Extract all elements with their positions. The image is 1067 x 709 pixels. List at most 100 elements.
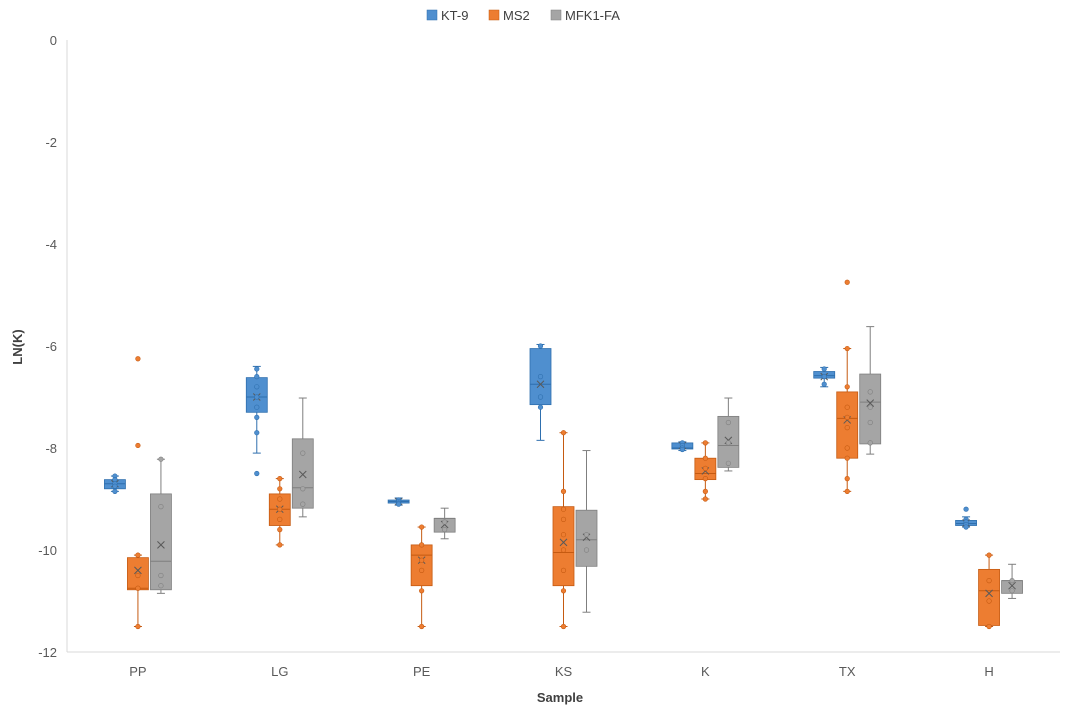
- data-point: [419, 524, 425, 530]
- data-point: [1009, 577, 1015, 584]
- data-point: [844, 488, 850, 494]
- data-point: [702, 465, 708, 472]
- data-point: [963, 506, 969, 512]
- data-point: [702, 455, 708, 461]
- box-ms2-ks: [552, 430, 575, 630]
- y-axis-title: LN(K): [10, 329, 25, 364]
- mean-marker: [536, 380, 545, 389]
- mean-marker: [866, 399, 875, 407]
- data-point: [702, 496, 708, 502]
- legend-swatch: [550, 9, 562, 21]
- data-point: [986, 577, 992, 584]
- mean-marker: [134, 566, 142, 575]
- data-point: [844, 425, 850, 431]
- box-kt-9-lg: [245, 365, 268, 477]
- box-mfk1-fa-pe: [433, 507, 456, 540]
- data-point: [254, 366, 260, 372]
- data-point: [821, 374, 827, 380]
- data-point: [277, 486, 283, 492]
- data-point: [986, 552, 992, 558]
- data-point: [963, 524, 969, 530]
- data-point: [277, 506, 283, 512]
- data-point: [702, 476, 708, 482]
- data-point: [158, 572, 164, 579]
- legend-item-ms2: MS2: [488, 8, 530, 23]
- data-point: [821, 381, 827, 387]
- data-point: [254, 414, 260, 421]
- data-point: [583, 532, 590, 538]
- data-point: [300, 450, 306, 456]
- data-point: [844, 384, 850, 390]
- data-point: [560, 532, 567, 538]
- data-point: [277, 476, 283, 482]
- y-tick-label: -2: [45, 135, 57, 150]
- data-point: [300, 486, 306, 492]
- data-point: [1009, 588, 1015, 594]
- data-point: [844, 455, 850, 461]
- x-tick-label: TX: [839, 664, 856, 679]
- box-kt-9-h: [955, 506, 977, 530]
- data-point: [112, 483, 118, 489]
- data-point: [560, 623, 567, 630]
- data-point: [419, 623, 425, 630]
- y-tick-label: -4: [45, 237, 57, 252]
- data-point: [254, 384, 260, 390]
- x-axis-title: Sample: [537, 690, 583, 705]
- legend-swatch: [488, 9, 500, 21]
- data-point: [560, 488, 567, 494]
- legend-label: MS2: [503, 8, 530, 23]
- data-point: [844, 476, 850, 482]
- data-point: [560, 547, 567, 553]
- data-point: [300, 501, 306, 507]
- box: [410, 544, 433, 587]
- data-point: [419, 588, 425, 594]
- box-mfk1-fa-tx: [859, 326, 882, 455]
- data-point: [135, 623, 141, 630]
- data-point: [158, 504, 164, 510]
- data-point: [135, 356, 141, 362]
- data-point: [537, 374, 544, 380]
- data-point: [158, 456, 164, 462]
- data-point: [560, 430, 567, 436]
- data-point: [277, 516, 283, 523]
- data-point: [560, 506, 567, 512]
- y-tick-label: -8: [45, 441, 57, 456]
- data-point: [867, 419, 873, 426]
- box-mfk1-fa-ks: [575, 450, 598, 613]
- data-point: [844, 404, 850, 410]
- box-ms2-h: [978, 552, 1000, 630]
- data-point: [679, 446, 685, 453]
- data-point: [844, 345, 850, 352]
- y-tick-label: -10: [38, 543, 57, 558]
- box-ms2-k: [694, 440, 717, 502]
- data-point: [560, 516, 567, 523]
- legend: KT-9 MS2 MFK1-FA: [426, 8, 620, 23]
- box-mfk1-fa-pp: [150, 456, 172, 594]
- data-point: [254, 470, 260, 477]
- data-point: [986, 623, 992, 630]
- x-tick-label: KS: [555, 664, 573, 679]
- legend-label: MFK1-FA: [565, 8, 620, 23]
- data-point: [821, 366, 827, 372]
- data-point: [135, 572, 141, 579]
- box-ms2-tx: [836, 279, 859, 494]
- mean-marker: [1008, 581, 1016, 590]
- data-point: [844, 414, 850, 421]
- x-axis: PP LG PE KS K TX H: [67, 651, 1060, 679]
- data-point: [277, 526, 283, 533]
- box-mfk1-fa-h: [1001, 563, 1023, 599]
- box-ms2-lg: [268, 476, 291, 548]
- data-point: [419, 567, 425, 574]
- data-point: [867, 389, 873, 395]
- data-point: [135, 585, 141, 591]
- data-point: [254, 394, 260, 400]
- data-point: [986, 598, 992, 604]
- box: [291, 438, 314, 509]
- box-mfk1-fa-k: [717, 397, 740, 472]
- data-point: [419, 557, 425, 563]
- legend-item-mfk1-fa: MFK1-FA: [550, 8, 620, 23]
- y-tick-label: -12: [38, 645, 57, 660]
- data-point: [254, 430, 260, 436]
